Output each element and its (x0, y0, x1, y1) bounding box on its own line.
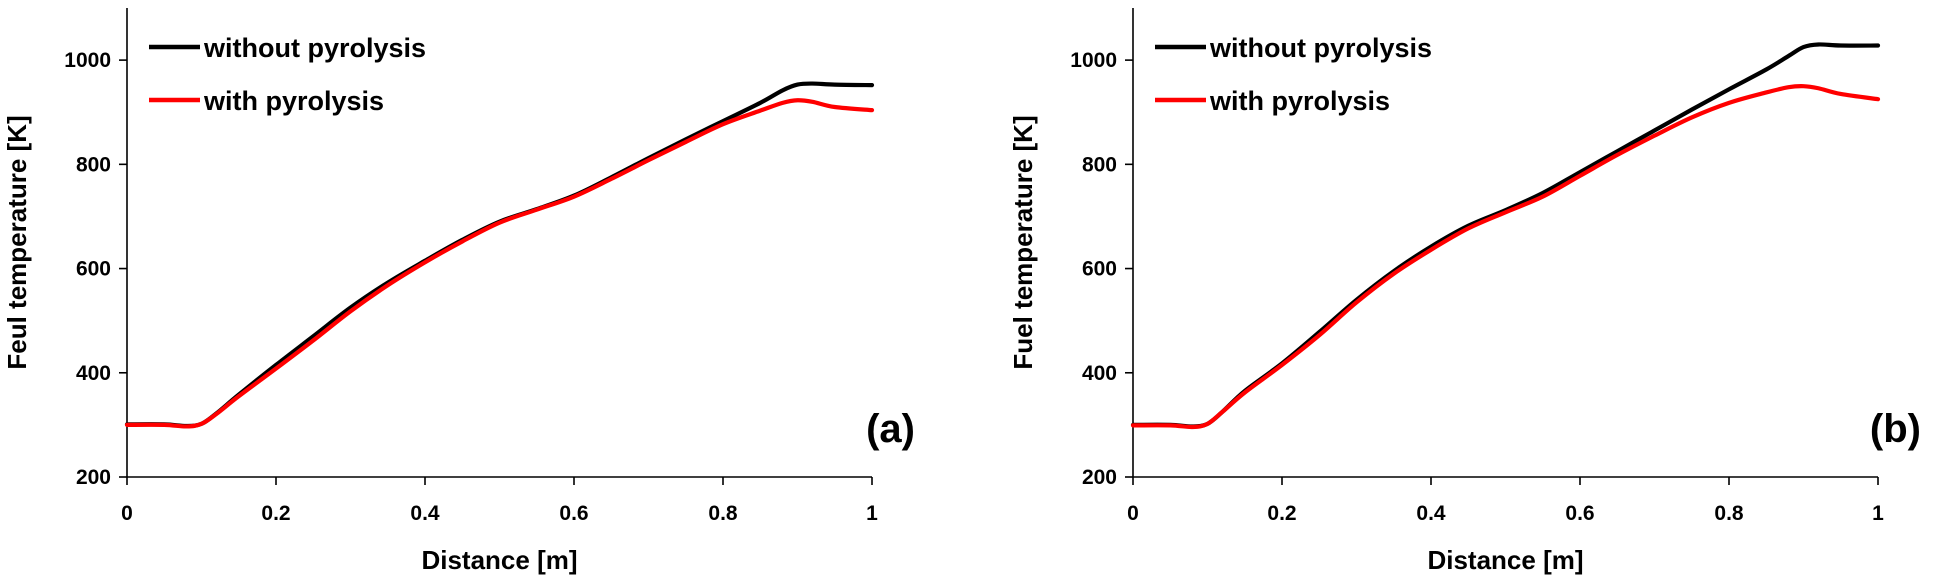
x-tick-label: 0.2 (261, 502, 290, 525)
y-tick-label: 1000 (1070, 49, 1117, 72)
y-tick-label: 800 (76, 153, 111, 176)
y-tick-label: 400 (1082, 362, 1117, 385)
y-tick-label: 200 (1082, 466, 1117, 489)
x-tick-label: 0.2 (1267, 502, 1296, 525)
y-tick-label: 600 (76, 258, 111, 281)
y-tick-label: 400 (76, 362, 111, 385)
y-tick-label: 200 (76, 466, 111, 489)
x-tick-label: 0.6 (559, 502, 588, 525)
legend-label: without pyrolysis (1209, 33, 1432, 63)
legend-label: with pyrolysis (203, 86, 384, 116)
x-tick-label: 0.8 (708, 502, 738, 525)
chart-panel-b: 200 400 600 800 1000 0 0.2 0.4 0.6 0.8 1 Distance [… (1008, 8, 1921, 575)
series-line-with-pyrolysis (124, 98, 875, 429)
x-axis-title: Distance [m] (421, 545, 577, 575)
x-tick-label: 0.8 (1714, 502, 1744, 525)
x-tick-label: 0 (1127, 502, 1139, 525)
x-tick-label: 0.4 (410, 502, 440, 525)
y-tick-label: 600 (1082, 258, 1117, 281)
x-tick-label: 0.6 (1565, 502, 1594, 525)
x-tick-label: 1 (866, 502, 878, 525)
legend-label: without pyrolysis (203, 33, 426, 63)
chart-panel-a: 200 400 600 800 1000 0 0.2 0.4 0.6 0.8 1 Distance [… (2, 8, 915, 575)
y-tick-label: 800 (1082, 153, 1117, 176)
y-axis-title: Fuel temperature [K] (1008, 115, 1038, 369)
legend-label: with pyrolysis (1209, 86, 1390, 116)
x-axis-title: Distance [m] (1427, 545, 1583, 575)
x-tick-label: 0.4 (1416, 502, 1446, 525)
y-axis-title: Feul temperature [K] (2, 115, 32, 369)
panel-label: (b) (1870, 407, 1921, 451)
series-line-without-pyrolysis (124, 81, 875, 429)
x-tick-label: 0 (121, 502, 133, 525)
x-tick-label: 1 (1872, 502, 1884, 525)
panel-label: (a) (866, 407, 915, 451)
series-line-with-pyrolysis (1130, 84, 1881, 430)
y-tick-label: 1000 (64, 49, 111, 72)
